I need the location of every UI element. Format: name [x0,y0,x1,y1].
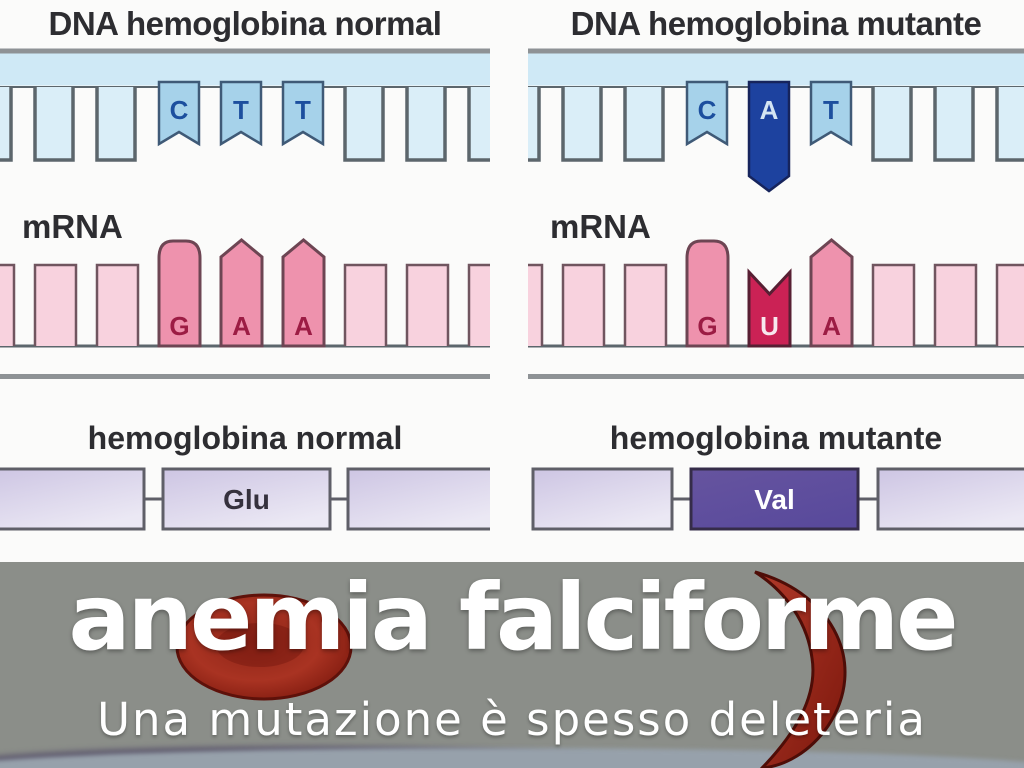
svg-text:A: A [232,311,251,341]
mrna-normal-label: mRNA [22,208,123,245]
protein-segment [346,467,490,531]
protein-mutant-title: hemoglobina mutante [609,420,943,456]
mrna-base-A: A [281,238,326,348]
mrna-tooth [343,263,388,346]
nucleotide-tooth [528,87,541,162]
svg-text:A: A [294,311,313,341]
nucleotide-tooth [995,87,1024,162]
dna-base-C: C [157,80,201,147]
dna-base-T: T [809,80,853,147]
mrna-tooth [95,263,140,346]
svg-text:T: T [823,95,839,125]
amino-acid-box [689,467,860,531]
mrna-base-U: U [747,268,792,348]
mrna-base-G: G [685,239,730,348]
svg-text:G: G [697,311,717,341]
dna-base-T: T [281,80,325,147]
nucleotide-tooth [405,87,447,162]
mrna-tooth [623,263,668,346]
mrna-tooth [405,263,450,346]
mrna-tooth [933,263,978,346]
mrna-mutant-label: mRNA [550,208,651,245]
nucleotide-tooth [561,87,603,162]
svg-text:C: C [698,95,717,125]
nucleotide-tooth [871,87,913,162]
svg-text:T: T [295,95,311,125]
svg-text:T: T [233,95,249,125]
panel-normal: DNA hemoglobina normal C T T mRNA G A A hemo… [0,0,490,562]
svg-text:A: A [822,311,841,341]
mrna-tooth [995,263,1024,346]
amino-acid-box [161,467,332,531]
protein-chain-mutant: Val [531,467,1024,531]
amino-acid-label: Glu [223,484,270,515]
protein-segment [531,467,674,531]
mrna-tooth [561,263,606,346]
section-divider [528,374,1024,379]
red-blood-cell-icon [175,593,353,701]
mrna-tooth [33,263,78,346]
dna-normal-title: DNA hemoglobina normal [48,5,442,42]
panel-mutant: DNA hemoglobina mutante C A T mRNA G U A hem… [528,0,1024,562]
mrna-tooth [0,263,16,346]
mrna-tooth [871,263,916,346]
mrna-tooth [528,263,544,346]
nucleotide-tooth [343,87,385,162]
protein-segment [0,467,146,531]
protein-chain-normal: Glu [0,467,490,531]
mrna-base-A: A [219,238,264,348]
nucleotide-tooth [95,87,137,162]
mrna-tooth [467,263,490,346]
mrna-base-G: G [157,239,202,348]
protein-segment [876,467,1024,531]
svg-text:A: A [760,95,779,125]
mrna-base-A: A [809,238,854,348]
caption-banner: anemia falciforme Una mutazione è spesso… [0,562,1024,768]
banner-title: anemia falciforme [68,564,958,671]
svg-text:U: U [760,311,779,341]
amino-acid-label: Val [754,484,794,515]
protein-normal-title: hemoglobina normal [87,420,403,456]
section-divider [0,374,490,379]
svg-text:G: G [169,311,189,341]
nucleotide-tooth [623,87,665,162]
nucleotide-tooth [467,87,490,162]
nucleotide-tooth [933,87,975,162]
banner-subtitle: Una mutazione è spesso deleteria [97,693,927,746]
dna-base-A: A [747,80,791,193]
dna-base-C: C [685,80,729,147]
dna-mutant-title: DNA hemoglobina mutante [570,5,982,42]
nucleotide-tooth [0,87,13,162]
nucleotide-tooth [33,87,75,162]
dna-base-T: T [219,80,263,147]
svg-text:C: C [170,95,189,125]
